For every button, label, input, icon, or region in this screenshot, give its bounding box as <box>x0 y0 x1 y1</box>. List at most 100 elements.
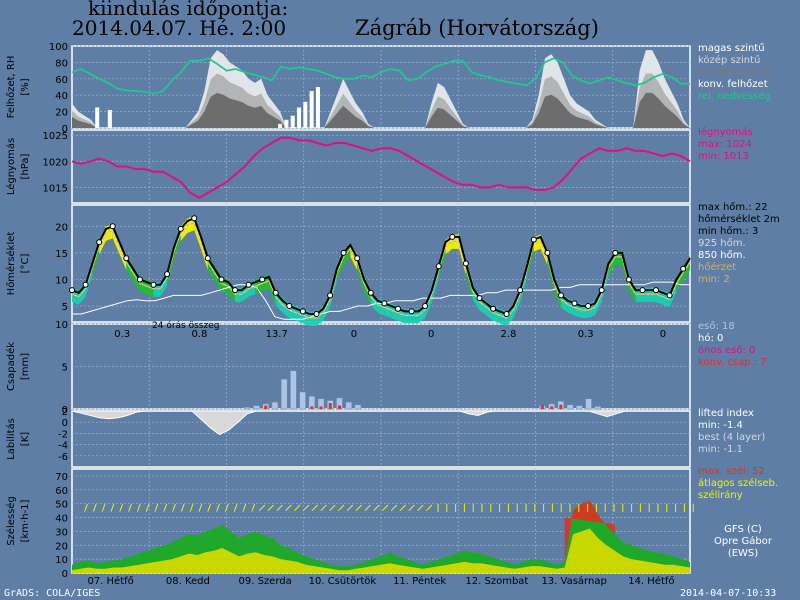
y-tick-label: 20 <box>55 541 68 552</box>
x-day-label: 14. Hétfő <box>628 575 674 587</box>
y-tick-label: -2 <box>58 429 68 440</box>
temp-point <box>639 287 646 294</box>
wind-direction-arrow <box>276 504 283 512</box>
x-day-label: 09. Szerda <box>239 576 292 587</box>
y-tick-label: 60 <box>55 486 68 497</box>
x-day-label: 11. Péntek <box>393 575 446 587</box>
wind-direction-arrow <box>302 504 310 512</box>
daily-precip-total: 0 <box>351 329 357 340</box>
convective-cloud-bar <box>303 101 308 128</box>
legend-entry: ónos eső: 0 <box>698 344 755 356</box>
temp-point <box>299 308 306 315</box>
temp-point <box>272 289 279 296</box>
y-axis-unit: [km·h-1] <box>20 499 31 542</box>
daily-precip-total: 0.8 <box>192 329 208 340</box>
y-tick-label: 10 <box>55 555 68 566</box>
rain-bar <box>585 398 592 410</box>
y-axis-unit: [%] <box>20 78 31 95</box>
legend-entry: eső: 18 <box>698 320 735 332</box>
rain-bar <box>299 391 306 410</box>
temp-point <box>109 223 116 230</box>
y-axis-label: Csapadék <box>5 342 17 391</box>
temp-point <box>354 255 361 262</box>
y-axis-label: Hőmérséklet <box>5 232 17 296</box>
temp-point <box>245 281 252 288</box>
legend-entry: 850 hőm. <box>698 249 746 261</box>
wind-direction-arrow <box>251 503 256 512</box>
wind-direction-arrow <box>346 504 354 512</box>
temp-point <box>136 276 143 283</box>
low-cloud-area <box>72 92 690 128</box>
temp-point <box>367 289 374 296</box>
y-axis-unit: [K] <box>20 432 31 446</box>
y-tick-label: 0 <box>62 405 68 416</box>
y-tick-label: 0 <box>62 569 68 580</box>
legend-entry: min: 2 <box>698 274 730 285</box>
legend-entry: konv. felhőzet <box>698 78 768 90</box>
temp-point <box>530 236 537 243</box>
y-tick-label: 0 <box>62 124 68 135</box>
temp-point <box>82 281 89 288</box>
legend-entry: közép szintű <box>698 54 760 66</box>
legend-entry: hó: 0 <box>698 332 723 344</box>
legend-entry: min: 1013 <box>698 151 749 162</box>
wind-direction-arrow <box>338 504 345 512</box>
daily-precip-total: 0 <box>428 329 434 340</box>
rain-bar <box>594 406 602 410</box>
y-tick-label: -6 <box>58 452 68 463</box>
legend-entry: 925 hőm. <box>698 237 746 249</box>
daily-precip-total: 2.8 <box>501 329 517 340</box>
wind-direction-arrow <box>285 504 292 512</box>
y-tick-label: -4 <box>58 441 68 452</box>
x-day-label: 12. Szombat <box>465 576 528 587</box>
temp-point <box>476 295 483 302</box>
temp-point <box>191 215 198 222</box>
wind-direction-arrow <box>110 503 115 512</box>
temp-point <box>449 233 456 240</box>
wind-direction-arrow <box>84 503 88 512</box>
convective-cloud-bar <box>297 107 302 128</box>
wind-direction-arrow <box>119 503 124 512</box>
location-title: Zágráb (Horvátország) <box>355 16 599 40</box>
temp-point <box>381 300 388 307</box>
y-tick-label: 80 <box>55 58 68 69</box>
legend-entry: min: -1.1 <box>698 444 743 455</box>
convective-precip-bar <box>319 406 323 409</box>
temp-point <box>462 260 469 267</box>
legend-entry: hőérzet <box>698 261 736 273</box>
rain-bar <box>576 405 583 410</box>
wind-direction-arrow <box>224 503 229 512</box>
wind-direction-arrow <box>92 503 97 512</box>
wind-direction-arrow <box>189 503 194 512</box>
y-tick-label: 50 <box>55 500 68 511</box>
wind-direction-arrow <box>408 504 415 512</box>
wind-direction-arrow <box>136 503 141 512</box>
rh-line <box>71 57 690 95</box>
wind-direction-arrow <box>382 504 389 512</box>
credit-text: Opre Gábor <box>714 535 773 547</box>
legend-entry: max. szél: 52 <box>698 465 765 477</box>
wind-direction-arrow <box>311 504 318 512</box>
y-tick-label: 5 <box>62 302 68 313</box>
temp-point <box>680 265 687 272</box>
legend-entry: alacsony szintű <box>698 66 775 78</box>
convective-precip-bar <box>310 406 314 409</box>
wind-direction-arrow <box>417 504 424 512</box>
temp-850-line <box>72 281 690 320</box>
wind-direction-arrow <box>172 503 176 512</box>
daily-precip-total: 0.3 <box>114 329 130 340</box>
wind-direction-arrow <box>426 504 433 512</box>
y-tick-label: 10 <box>55 275 68 286</box>
convective-cloud-bar <box>278 123 283 128</box>
daily-precip-total: 0 <box>660 329 666 340</box>
temp-point <box>544 249 551 256</box>
temp-point <box>177 225 184 232</box>
y-tick-label: 1025 <box>43 131 68 142</box>
wind-direction-arrow <box>373 504 380 512</box>
y-axis-label: Labilitás <box>5 418 17 460</box>
y-tick-label: 15 <box>55 249 68 260</box>
rain-bar <box>290 370 297 410</box>
convective-precip-bar <box>550 406 554 409</box>
convective-precip-bar <box>328 403 332 409</box>
temp-point <box>218 276 225 283</box>
